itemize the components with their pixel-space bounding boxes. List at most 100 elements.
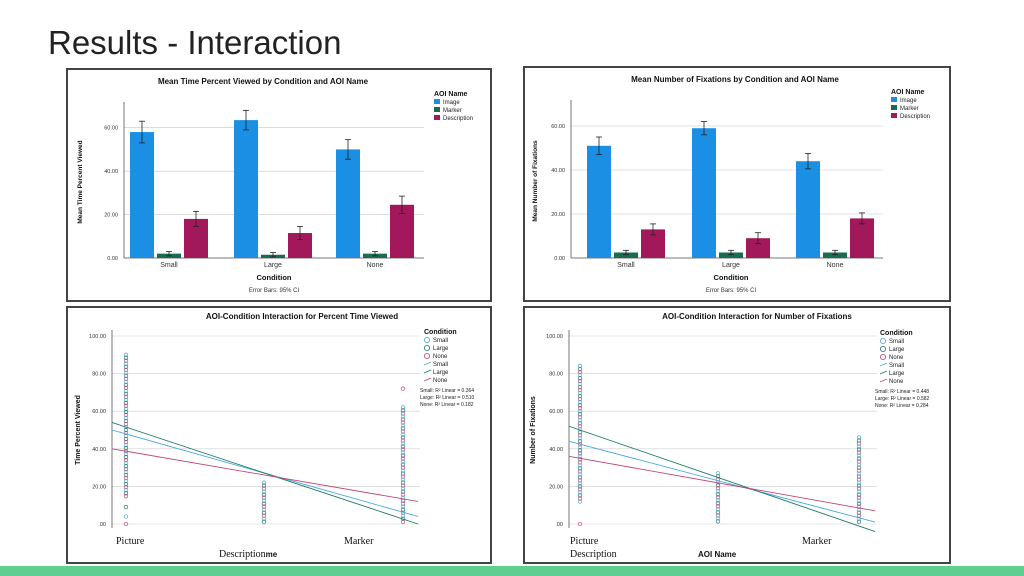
data-point <box>123 391 129 397</box>
bar-image <box>234 120 258 258</box>
data-point <box>577 384 583 390</box>
legend-swatch-image <box>434 99 440 104</box>
data-point <box>261 492 267 497</box>
y-tick-label: 40.00 <box>549 447 563 453</box>
data-point <box>856 495 862 500</box>
data-point <box>123 373 129 379</box>
data-point <box>123 454 129 460</box>
r-squared-label: Small: R² Linear = 0.364 <box>420 388 474 394</box>
legend-label: None <box>889 355 904 361</box>
data-point <box>400 432 406 437</box>
data-point <box>577 469 583 474</box>
data-point <box>123 481 129 487</box>
data-point <box>400 426 406 431</box>
data-point <box>856 462 862 467</box>
data-point <box>261 495 267 500</box>
data-point <box>123 457 129 463</box>
data-point <box>123 442 129 448</box>
data-point <box>400 405 406 410</box>
legend-line-small <box>423 361 432 366</box>
data-point <box>261 519 267 524</box>
data-point-outlier <box>123 504 129 510</box>
data-point <box>123 466 129 472</box>
footnote: Error Bars: 95% CI <box>706 288 757 294</box>
chart-panel-fixations-scatter: AOI-Condition Interaction for Number of … <box>523 306 951 564</box>
r-squared-label: None: R² Linear = 0.284 <box>875 403 929 409</box>
data-point <box>400 408 406 413</box>
data-point <box>261 516 267 521</box>
data-point <box>577 400 583 405</box>
r-squared-label: Small: R² Linear = 0.448 <box>875 389 929 395</box>
y-tick-label: 80.00 <box>549 372 563 378</box>
legend-swatch-image <box>891 97 897 102</box>
x-tick-label: Large <box>264 262 282 269</box>
data-point <box>715 483 721 488</box>
x-axis-title: Condition <box>257 273 292 282</box>
data-point <box>123 436 129 442</box>
data-point <box>577 457 583 462</box>
data-point <box>123 397 129 403</box>
data-point <box>577 403 583 408</box>
data-point <box>577 418 583 423</box>
data-point <box>715 519 721 524</box>
chart-title: AOI-Condition Interaction for Number of … <box>662 312 852 321</box>
data-point <box>856 492 862 497</box>
chart-panel-time-bar: Mean Time Percent Viewed by Condition an… <box>66 68 492 302</box>
bar-description <box>850 218 874 258</box>
data-point <box>400 456 406 461</box>
data-point <box>577 487 583 492</box>
data-point <box>400 486 406 491</box>
bar-marker <box>614 252 638 258</box>
data-point <box>123 412 129 418</box>
label-strip-left <box>68 533 490 562</box>
data-point <box>400 441 406 446</box>
scatter-chart-fixations: AOI-Condition Interaction for Number of … <box>530 312 930 532</box>
data-point <box>856 474 862 479</box>
data-point <box>715 513 721 518</box>
data-point <box>577 415 583 420</box>
y-tick-label: 80.00 <box>92 372 106 378</box>
data-point <box>577 409 583 414</box>
data-point-outlier <box>577 521 583 527</box>
data-point-outlier <box>123 514 129 519</box>
legend-title: AOI Name <box>891 89 925 96</box>
data-point <box>856 486 862 491</box>
bar-image <box>587 145 611 258</box>
data-point <box>856 504 862 509</box>
data-point <box>856 450 862 455</box>
data-point <box>715 495 721 500</box>
data-point <box>577 378 583 384</box>
data-point <box>400 474 406 479</box>
y-tick-label: 40.00 <box>551 168 565 174</box>
data-point <box>123 370 129 375</box>
bottom-accent-bar <box>0 566 1024 576</box>
legend-swatch-marker <box>891 105 897 110</box>
fit-line-large <box>568 425 876 532</box>
legend-label: Description <box>900 114 930 120</box>
data-point <box>856 510 862 515</box>
legend-label: Large <box>433 346 449 352</box>
y-tick-label: 20.00 <box>549 484 563 490</box>
data-point <box>577 448 583 453</box>
data-point <box>577 394 583 399</box>
legend-swatch-marker <box>434 107 440 112</box>
data-point-outlier <box>123 521 129 527</box>
x-axis-title-right: AOI Name <box>698 550 737 559</box>
fit-line-large <box>111 422 419 525</box>
y-axis-title: Number of Fixations <box>530 396 537 464</box>
data-point <box>400 504 406 509</box>
data-point <box>577 363 583 369</box>
data-point <box>123 418 129 424</box>
legend-label: None <box>433 354 448 360</box>
data-point <box>123 445 129 451</box>
data-point <box>715 498 721 503</box>
data-point <box>856 477 862 482</box>
data-point <box>123 382 129 388</box>
legend-label: Large <box>889 347 905 353</box>
y-axis-title: Time Percent Viewed <box>75 395 82 465</box>
r-squared-label: None: R² Linear = 0.182 <box>420 402 474 408</box>
data-point <box>400 459 406 464</box>
data-point <box>261 501 267 506</box>
data-point <box>261 504 267 509</box>
data-point <box>123 475 129 481</box>
